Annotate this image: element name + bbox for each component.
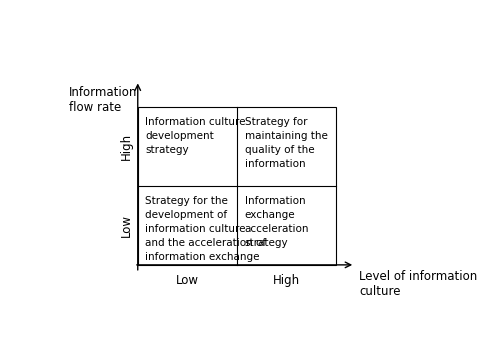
Text: Information culture
development
strategy: Information culture development strategy xyxy=(146,117,246,155)
Text: Low: Low xyxy=(120,214,133,237)
Text: High: High xyxy=(120,133,133,160)
Text: Low: Low xyxy=(176,274,199,287)
Bar xyxy=(138,107,336,265)
Text: Level of information
culture: Level of information culture xyxy=(359,270,477,298)
Text: High: High xyxy=(273,274,300,287)
Text: Strategy for
maintaining the
quality of the
information: Strategy for maintaining the quality of … xyxy=(245,117,327,169)
Text: Strategy for the
development of
information culture
and the acceleration of
info: Strategy for the development of informat… xyxy=(146,196,267,262)
Text: Information
exchange
acceleration
strategy: Information exchange acceleration strate… xyxy=(245,196,309,248)
Text: Information
flow rate: Information flow rate xyxy=(69,86,137,114)
